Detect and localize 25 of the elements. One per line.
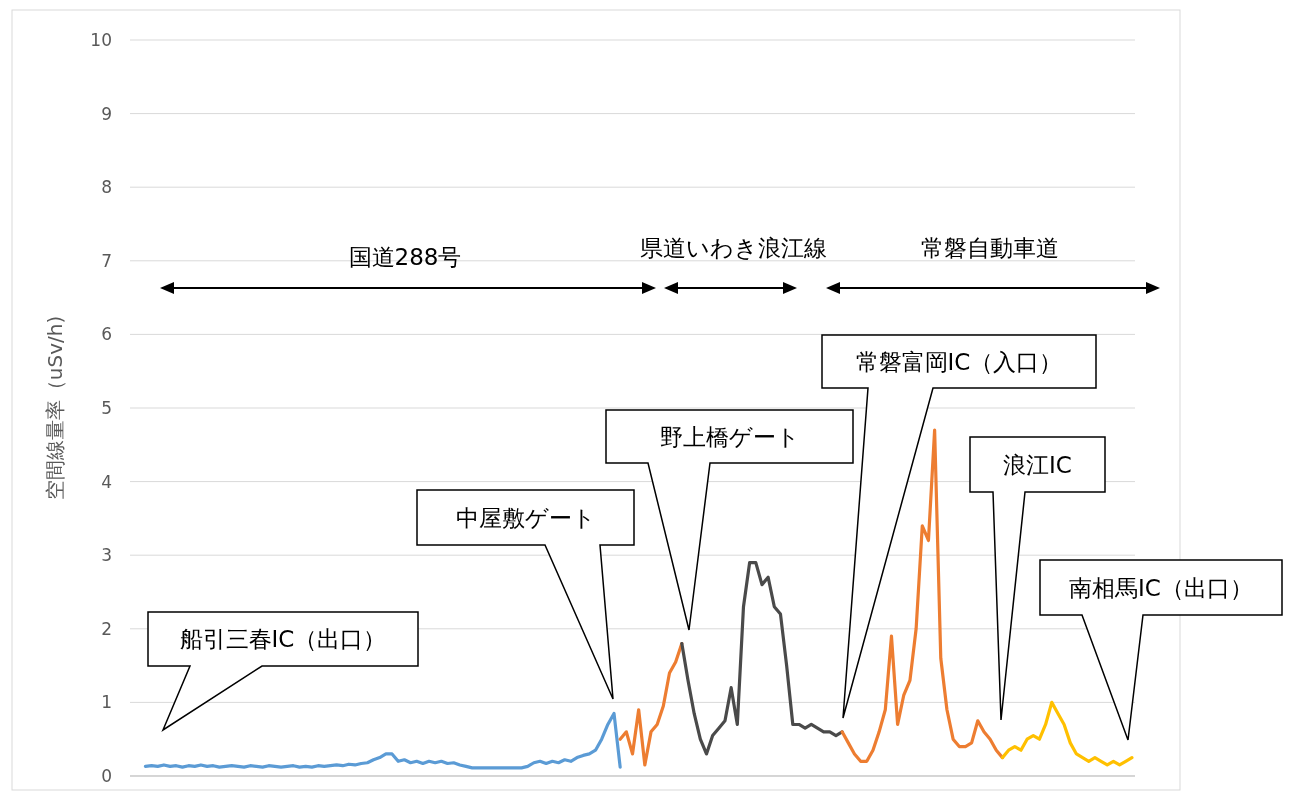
line-series: [680, 560, 844, 756]
line-series: [1000, 700, 1134, 767]
annotation: 県道いわき浪江線: [639, 235, 827, 261]
y-tick-label: 4: [101, 471, 112, 492]
y-tick-label: 8: [101, 177, 112, 198]
y-tick-label: 6: [101, 324, 112, 345]
y-axis-title: 空間線量率（uSv/h): [43, 315, 67, 501]
annotation: 中屋敷ゲート: [455, 504, 596, 531]
annotation: 南相馬IC（出口）: [1069, 574, 1253, 601]
y-tick-label: 1: [101, 692, 112, 713]
annotation: 国道288号: [348, 244, 462, 270]
y-tick-label: 0: [101, 766, 112, 786]
y-tick-label: 2: [101, 618, 112, 639]
y-tick-label: 7: [101, 250, 112, 271]
y-tick-label: 10: [90, 30, 112, 50]
line-series: [143, 711, 622, 770]
y-tick-label: 5: [101, 398, 112, 418]
annotation: 常磐富岡IC（入口）: [855, 348, 1063, 375]
annotation: 常磐自動車道: [921, 235, 1059, 261]
annotation: 浪江IC: [1003, 451, 1072, 478]
y-tick-label: 9: [101, 103, 112, 124]
annotation: 船引三春IC（出口）: [179, 626, 387, 652]
line-series: [840, 428, 1005, 763]
y-tick-label: 3: [101, 545, 112, 566]
annotation: 野上橋ゲート: [659, 423, 800, 450]
